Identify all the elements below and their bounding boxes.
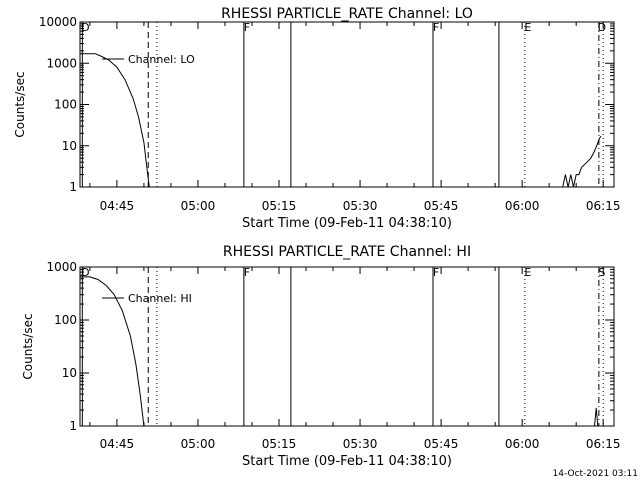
legend-label: Channel: LO (128, 53, 195, 66)
event-marker-label: D (81, 266, 89, 279)
x-tick-label: 05:15 (262, 199, 297, 213)
x-tick-label: 05:45 (424, 437, 459, 451)
x-axis-label: Start Time (09-Feb-11 04:38:10) (242, 216, 452, 231)
y-tick-label: 10000 (39, 15, 77, 29)
y-tick-label: 10 (62, 139, 77, 153)
event-marker-label: S (598, 266, 605, 279)
hi-channel-panel: RHESSI PARTICLE_RATE Channel: HI 04:45 05:… (21, 244, 620, 469)
x-tick-label: 06:15 (586, 437, 621, 451)
x-tick-label: 05:30 (343, 199, 378, 213)
x-tick-label: 04:45 (100, 199, 135, 213)
series-line (562, 135, 602, 188)
event-marker-label: F (244, 266, 250, 279)
x-tick-label: 06:00 (505, 437, 540, 451)
event-marker-label: E (524, 266, 531, 279)
event-marker-label: E (524, 21, 531, 34)
legend-label: Channel: HI (128, 292, 192, 305)
x-tick-label: 05:30 (343, 437, 378, 451)
y-tick-label: 1000 (46, 56, 77, 70)
y-tick-label: 10 (62, 366, 77, 380)
event-marker-label: D (598, 21, 606, 34)
chart-title: RHESSI PARTICLE_RATE Channel: HI (223, 244, 471, 260)
x-tick-label: 05:15 (262, 437, 297, 451)
series-line (80, 53, 150, 188)
event-marker-label: F (244, 21, 250, 34)
event-marker-label: F (433, 266, 439, 279)
plot-frame (79, 21, 615, 188)
y-axis-label: Counts/sec (13, 71, 27, 137)
y-axis-label: Counts/sec (21, 313, 35, 379)
y-tick-label: 1 (69, 180, 77, 194)
y-tick-label: 1000 (46, 260, 77, 274)
x-tick-label: 05:00 (181, 199, 216, 213)
plot-frame (79, 266, 615, 427)
event-marker-label: D (81, 21, 89, 34)
x-axis-label: Start Time (09-Feb-11 04:38:10) (242, 454, 452, 469)
y-tick-label: 1 (69, 419, 77, 433)
series-line (594, 407, 599, 427)
plot-timestamp: 14-Oct-2021 03:11 (553, 469, 638, 479)
x-tick-label: 04:45 (100, 437, 135, 451)
x-tick-label: 06:15 (586, 199, 621, 213)
x-tick-label: 06:00 (505, 199, 540, 213)
event-marker-label: F (433, 21, 439, 34)
series-line (80, 276, 145, 427)
lo-channel-panel: RHESSI PARTICLE_RATE Channel: LO 04:45 05:… (13, 6, 620, 231)
chart-title: RHESSI PARTICLE_RATE Channel: LO (221, 6, 473, 22)
x-tick-label: 05:45 (424, 199, 459, 213)
y-tick-label: 100 (54, 98, 77, 112)
y-tick-label: 100 (54, 313, 77, 327)
x-tick-label: 05:00 (181, 437, 216, 451)
